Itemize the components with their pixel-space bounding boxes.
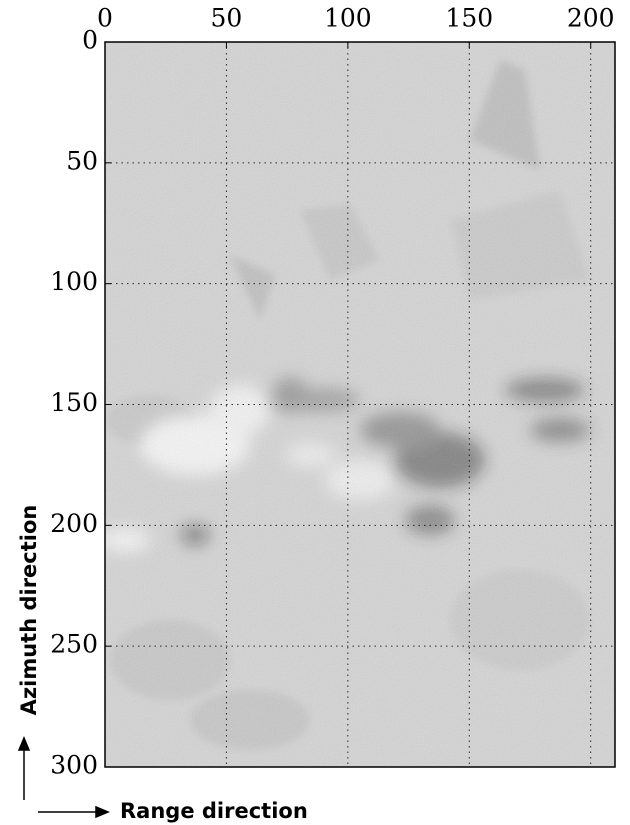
y-axis-label: Azimuth direction [17, 505, 41, 716]
x-tick-label: 200 [567, 4, 615, 33]
x-axis-label: Range direction [120, 799, 308, 823]
image-noise [105, 42, 615, 767]
x-tick-label: 50 [211, 4, 243, 33]
figure: Azimuth direction Range direction 0 50 100… [0, 0, 630, 825]
y-tick-label: 0 [82, 26, 98, 55]
y-tick-label: 200 [50, 509, 98, 538]
y-tick-label: 150 [50, 388, 98, 417]
x-tick-label: 100 [324, 4, 372, 33]
y-tick-label: 300 [50, 751, 98, 780]
x-tick-label: 150 [445, 4, 493, 33]
y-tick-label: 250 [50, 630, 98, 659]
y-tick-label: 50 [66, 146, 98, 175]
y-tick-label: 100 [50, 267, 98, 296]
x-tick-label: 0 [97, 4, 113, 33]
